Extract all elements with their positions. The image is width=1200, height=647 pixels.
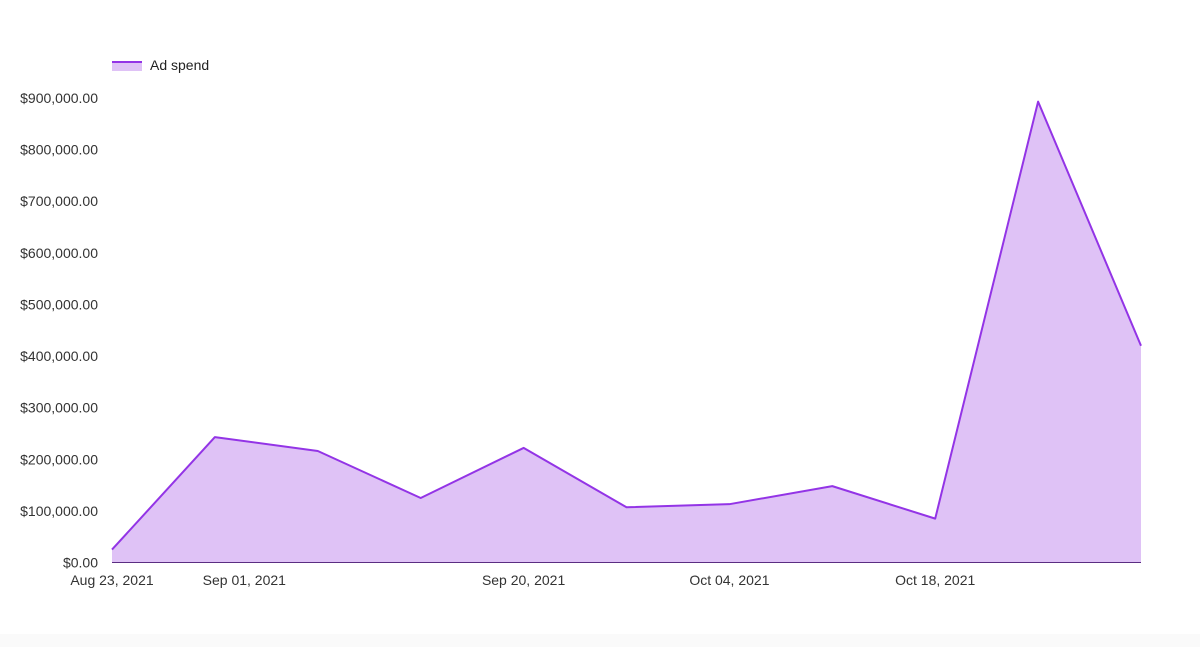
y-tick-label: $600,000.00 (20, 245, 98, 261)
series-line-ad-spend (111, 100, 1142, 551)
y-tick-label: $0.00 (63, 555, 98, 571)
chart-legend[interactable]: Ad spend (112, 56, 209, 74)
legend-swatch-fill (112, 62, 142, 71)
y-tick-label: $400,000.00 (20, 348, 98, 364)
data-point-1 (213, 435, 217, 439)
data-point-7 (830, 484, 834, 488)
series-area-ad-spend (112, 101, 1141, 563)
y-tick-label: $900,000.00 (20, 90, 98, 106)
y-tick-label: $300,000.00 (20, 400, 98, 416)
legend-label-ad-spend: Ad spend (150, 57, 210, 73)
y-tick-label: $100,000.00 (20, 503, 98, 519)
data-point-5 (625, 505, 629, 509)
x-tick-label: Aug 23, 2021 (70, 572, 154, 588)
legend-swatch-ad-spend (112, 59, 142, 71)
data-point-2 (316, 449, 320, 453)
y-tick-label: $700,000.00 (20, 193, 98, 209)
x-tick-label: Oct 04, 2021 (689, 572, 769, 588)
data-point-4 (522, 446, 526, 450)
data-point-3 (419, 496, 423, 500)
data-point-9 (1036, 100, 1040, 104)
x-tick-label: Oct 18, 2021 (895, 572, 975, 588)
x-tick-label: Sep 01, 2021 (203, 572, 287, 588)
data-point-0 (110, 548, 114, 552)
data-point-8 (933, 517, 937, 521)
legend-swatch-line (112, 61, 142, 63)
y-tick-label: $500,000.00 (20, 296, 98, 312)
y-tick-label: $800,000.00 (20, 142, 98, 158)
bottom-strip (0, 634, 1200, 647)
data-point-6 (727, 502, 731, 506)
y-tick-label: $200,000.00 (20, 451, 98, 467)
data-point-10 (1139, 344, 1143, 348)
x-tick-label: Sep 20, 2021 (482, 572, 566, 588)
